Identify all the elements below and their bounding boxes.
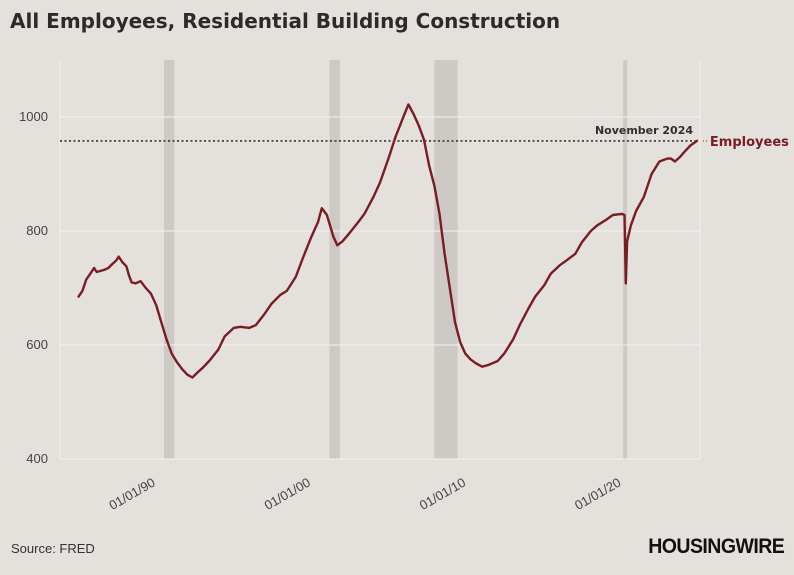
y-tick-label-400: 400 <box>26 451 48 466</box>
y-tick-label-1000: 1000 <box>19 109 48 124</box>
recession-band-2 <box>329 60 340 459</box>
y-tick-label-600: 600 <box>26 337 48 352</box>
x-tick-label-1: 01/01/90 <box>106 475 157 513</box>
series-layer: Employees <box>77 103 789 379</box>
series-line-1 <box>77 103 699 379</box>
recession-bands <box>163 60 628 459</box>
y-tick-label-800: 800 <box>26 223 48 238</box>
source-note: Source: FRED <box>11 541 95 556</box>
housingwire-logo: HOUSINGWIRE <box>647 535 785 558</box>
reference-line-label: November 2024 <box>595 124 693 137</box>
recession-band-1 <box>163 60 175 459</box>
reference-line: November 2024 <box>60 124 696 142</box>
y-axis: 400 600 800 1000 <box>19 109 48 466</box>
x-tick-label-4: 01/01/20 <box>572 475 623 513</box>
x-tick-label-3: 01/01/10 <box>417 475 468 513</box>
series-label: Employees <box>710 135 789 150</box>
x-axis: 01/01/90 01/01/00 01/01/10 01/01/20 <box>106 475 623 513</box>
chart-title: All Employees, Residential Building Cons… <box>10 9 561 33</box>
x-tick-label-2: 01/01/00 <box>262 475 313 513</box>
gridlines <box>59 60 701 460</box>
